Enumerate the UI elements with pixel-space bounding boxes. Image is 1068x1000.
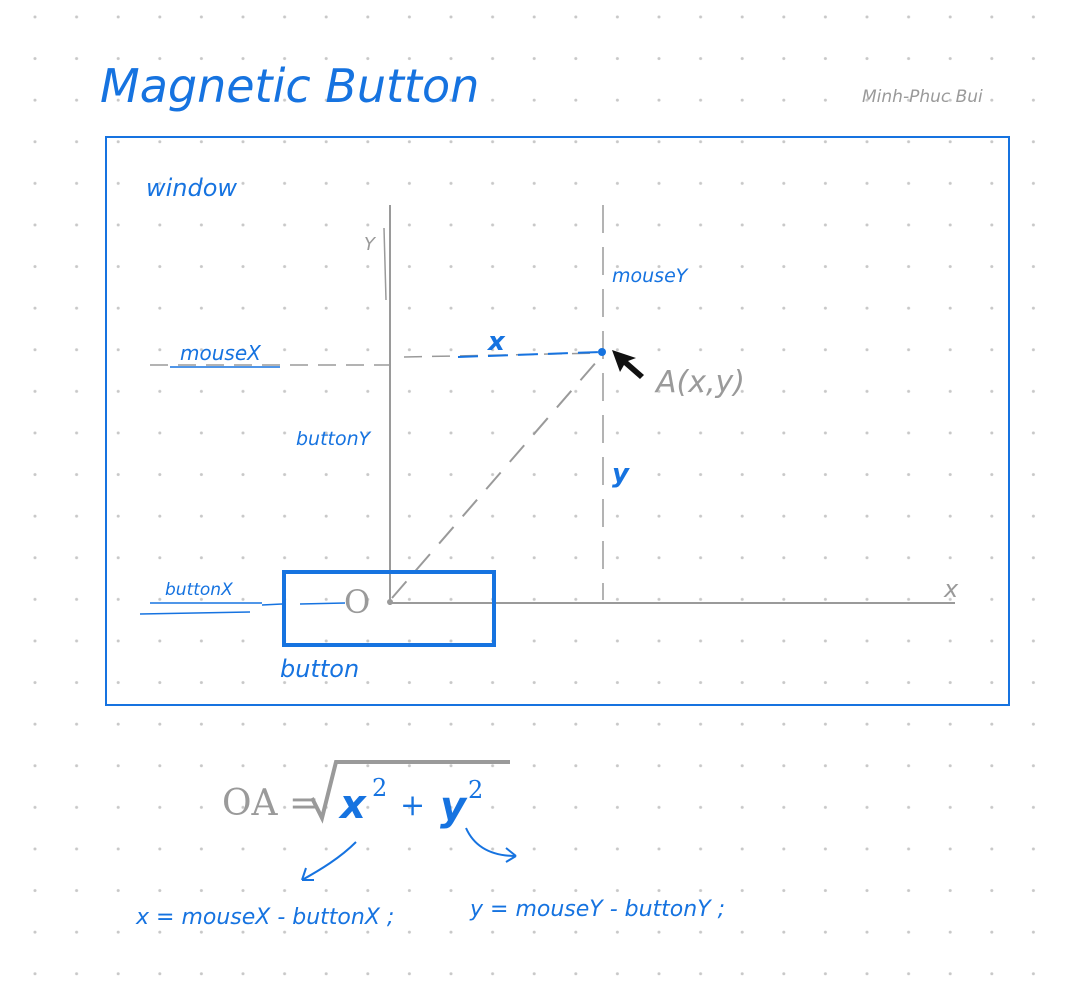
mouseY-label: mouseY [612, 265, 689, 287]
origin-label: O [344, 583, 370, 621]
formula-y-exponent: 2 [468, 776, 483, 804]
formula-plus: + [400, 788, 425, 823]
page-title: Magnetic Button [100, 59, 479, 113]
x-axis-label: x [943, 575, 959, 603]
window-frame [105, 136, 1010, 706]
y-axis-label: Y [364, 234, 377, 255]
origin-point [387, 599, 393, 605]
y-segment-label: y [612, 459, 630, 489]
buttonX-label: buttonX [165, 580, 233, 600]
formula-y-term: y [440, 784, 468, 830]
sqrt-sign [310, 760, 510, 824]
x-definition: x = mouseX - buttonX ; [135, 905, 394, 930]
author-name: Minh-Phuc Bui [862, 87, 983, 107]
formula-x-term: x [338, 782, 367, 828]
arrow-to-x-def-icon [301, 841, 357, 881]
formula-x-exponent: 2 [372, 774, 387, 802]
buttonX-dashed-line [139, 602, 346, 615]
arrow-to-y-def-icon [465, 827, 517, 863]
y-definition: y = mouseY - buttonY ; [469, 897, 725, 922]
window-label: window [146, 174, 237, 202]
cursor-arrow-icon [612, 350, 644, 379]
point-a [598, 348, 606, 356]
x-segment [457, 351, 601, 358]
y-axis-stroke [383, 227, 387, 301]
x-segment-label: x [486, 327, 506, 357]
mouseX-label: mouseX [180, 341, 262, 365]
oa-dashed-line [391, 359, 599, 599]
button-shape [282, 570, 496, 647]
point-a-label: A(x,y) [654, 365, 745, 400]
formula-lhs: OA = [222, 783, 319, 824]
button-label: button [280, 655, 359, 683]
buttonY-label: buttonY [296, 428, 372, 450]
